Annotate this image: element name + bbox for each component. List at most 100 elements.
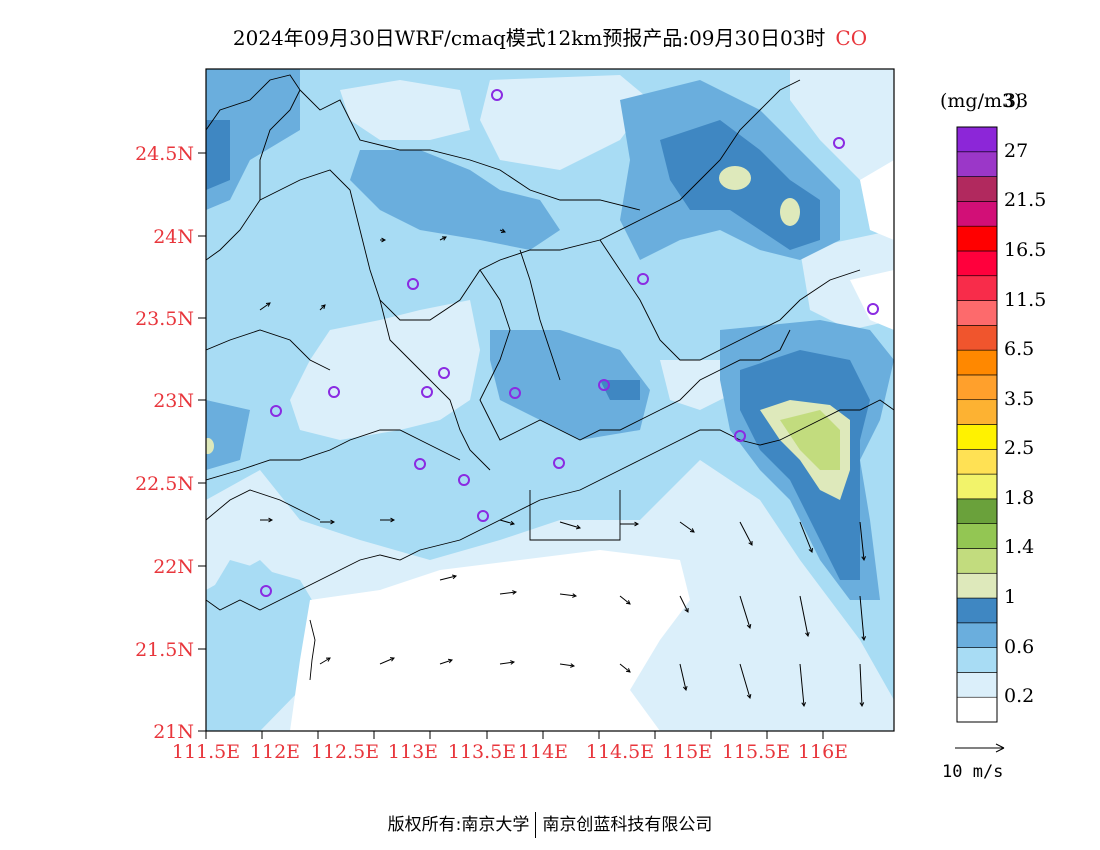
wind-arrow xyxy=(260,517,274,523)
x-tick-labels: 111.5E 112E 112.5E 113E 113.5E 114E 114.… xyxy=(172,741,848,763)
legend-level-label: 33 xyxy=(1004,90,1029,113)
monitoring-stations xyxy=(260,89,879,597)
legend-swatch xyxy=(956,225,998,252)
chart-title: 2024年09月30日WRF/cmaq模式12km预报产品:09月30日03时 C… xyxy=(0,22,1100,51)
station-marker xyxy=(637,273,649,285)
legend-swatch xyxy=(956,548,998,574)
y-tick-label: 23.5N xyxy=(135,308,194,330)
legend-level-label: 3.5 xyxy=(1004,387,1035,410)
wind-arrow xyxy=(499,590,518,595)
station-marker xyxy=(491,89,503,101)
legend-level-label: 16.5 xyxy=(1004,238,1047,261)
station-marker xyxy=(438,367,450,379)
station-marker xyxy=(270,405,282,417)
title-species: CO xyxy=(835,26,868,50)
wind-arrow xyxy=(559,663,576,668)
legend-swatch xyxy=(956,498,998,524)
legend-swatch xyxy=(956,374,998,401)
wind-arrow xyxy=(380,517,396,523)
legend-level-label: 1.8 xyxy=(1004,486,1035,509)
x-tick-label: 111.5E xyxy=(172,741,240,763)
legend-swatch xyxy=(956,275,998,301)
wind-arrow xyxy=(559,521,581,530)
legend-swatch xyxy=(956,176,998,202)
x-tick-label: 113E xyxy=(388,741,438,763)
x-tick-label: 114E xyxy=(518,741,568,763)
legend-swatch xyxy=(956,399,998,425)
y-tick-label: 21.5N xyxy=(135,639,194,661)
y-tick-label: 21N xyxy=(153,721,194,743)
wind-arrow xyxy=(619,663,631,673)
wind-arrow xyxy=(439,574,458,581)
wind-arrow xyxy=(499,228,506,233)
legend-swatch xyxy=(956,672,998,698)
legend-swatch xyxy=(956,523,998,549)
station-marker xyxy=(477,510,489,522)
y-tick-label: 24.5N xyxy=(135,143,194,165)
station-marker xyxy=(421,386,433,398)
station-marker xyxy=(833,137,845,149)
legend-level-label: 6.5 xyxy=(1004,338,1035,361)
wind-arrow xyxy=(859,663,865,708)
wind-arrow xyxy=(379,657,395,665)
station-marker xyxy=(407,278,419,290)
legend-level-label: 1 xyxy=(1004,586,1017,609)
wind-arrow xyxy=(619,595,631,605)
title-text: 2024年09月30日WRF/cmaq模式12km预报产品:09月30日03时 xyxy=(232,26,826,50)
legend-level-label: 21.5 xyxy=(1004,189,1047,212)
y-tick-label: 24N xyxy=(153,226,194,248)
wind-arrow xyxy=(380,237,387,243)
wind-arrow xyxy=(859,595,867,642)
legend-level-label: 2.5 xyxy=(1004,437,1035,460)
x-tick-label: 115.5E xyxy=(722,741,790,763)
legend-swatch xyxy=(956,126,998,153)
legend-swatch xyxy=(956,300,998,326)
station-marker xyxy=(414,458,426,470)
legend-swatch xyxy=(956,349,998,376)
legend-swatch xyxy=(956,448,998,475)
wind-arrow xyxy=(620,521,640,527)
legend-level-label: 27 xyxy=(1004,139,1029,162)
wind-arrow xyxy=(799,663,807,708)
wind-arrow xyxy=(739,521,753,546)
wind-arrow xyxy=(320,519,336,525)
station-marker xyxy=(458,474,470,486)
wind-arrow xyxy=(739,663,752,700)
legend-swatch xyxy=(956,696,998,723)
legend-level-label: 11.5 xyxy=(1004,288,1047,311)
legend-level-label: 0.2 xyxy=(1004,685,1035,708)
wind-vectors xyxy=(259,228,867,708)
x-tick-label: 113.5E xyxy=(448,741,516,763)
wind-arrow xyxy=(679,521,695,533)
x-tick-label: 112.5E xyxy=(311,741,379,763)
station-marker xyxy=(867,303,879,315)
wind-reference-arrow xyxy=(955,743,1005,753)
wind-reference-label: 10 m/s xyxy=(942,762,1004,782)
wind-arrow xyxy=(679,663,688,692)
legend-swatch xyxy=(956,424,998,450)
station-marker xyxy=(598,379,610,391)
station-marker xyxy=(734,430,746,442)
x-tick-label: 114.5E xyxy=(586,741,654,763)
x-tick-label: 116E xyxy=(798,741,848,763)
wind-arrow xyxy=(799,521,813,553)
copyright-right: 南京创蓝科技有限公司 xyxy=(542,815,713,835)
legend-level-label: 0.6 xyxy=(1004,635,1035,658)
legend-swatch xyxy=(956,572,998,599)
wind-arrow xyxy=(499,519,516,526)
station-marker xyxy=(553,457,565,469)
copyright-footer: 版权所有:南京大学 南京创蓝科技有限公司 xyxy=(0,810,1100,838)
legend-level-label: 1.4 xyxy=(1004,536,1035,559)
legend-swatch xyxy=(956,473,998,500)
wind-arrow xyxy=(739,595,752,629)
wind-arrow xyxy=(259,302,271,311)
x-tick-label: 115E xyxy=(662,741,712,763)
wind-arrow xyxy=(439,658,453,665)
concentration-field xyxy=(206,69,894,731)
x-tick-label: 112E xyxy=(250,741,300,763)
copyright-left: 版权所有:南京大学 xyxy=(387,815,530,835)
y-tick-label: 22N xyxy=(153,556,194,578)
legend-swatch xyxy=(956,647,998,673)
legend-swatch xyxy=(956,201,998,227)
